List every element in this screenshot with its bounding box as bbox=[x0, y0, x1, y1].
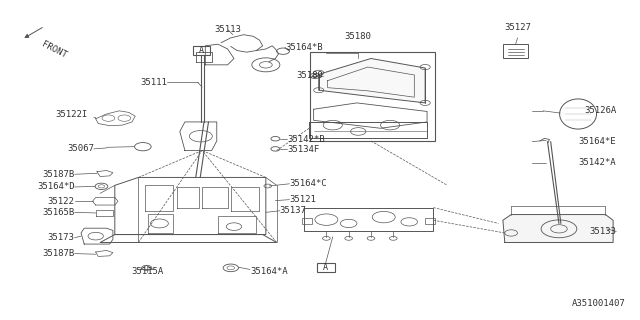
Text: 35164*D: 35164*D bbox=[37, 182, 75, 191]
Text: 35121: 35121 bbox=[289, 195, 316, 204]
Text: 35137: 35137 bbox=[280, 206, 307, 215]
Bar bbox=[193, 46, 211, 55]
Text: A: A bbox=[199, 46, 204, 55]
Text: 35187B: 35187B bbox=[42, 249, 75, 258]
Polygon shape bbox=[503, 215, 613, 243]
Bar bbox=[317, 263, 335, 272]
Polygon shape bbox=[96, 111, 135, 126]
Text: 35133: 35133 bbox=[589, 227, 616, 236]
Text: 35134F: 35134F bbox=[287, 145, 319, 154]
Bar bbox=[425, 218, 435, 224]
Text: A: A bbox=[323, 263, 328, 272]
Text: 35180: 35180 bbox=[345, 32, 372, 41]
Text: 35164*A: 35164*A bbox=[250, 267, 287, 276]
Text: 35122I: 35122I bbox=[55, 109, 88, 118]
Bar bbox=[302, 218, 312, 224]
Text: 35067: 35067 bbox=[67, 144, 94, 153]
Text: 35113: 35113 bbox=[214, 25, 241, 35]
Bar bbox=[503, 44, 529, 59]
Text: 35122: 35122 bbox=[48, 197, 75, 206]
Text: 35127: 35127 bbox=[504, 23, 531, 32]
Text: A351001407: A351001407 bbox=[572, 299, 626, 308]
Bar bbox=[310, 52, 435, 141]
Text: 35115A: 35115A bbox=[132, 267, 164, 276]
Text: 35126A: 35126A bbox=[584, 106, 616, 115]
Text: 35164*C: 35164*C bbox=[289, 179, 327, 188]
Text: 35173: 35173 bbox=[48, 233, 75, 242]
Text: FRONT: FRONT bbox=[40, 40, 68, 60]
Text: 35142*B: 35142*B bbox=[287, 135, 324, 144]
Text: 35165B: 35165B bbox=[42, 208, 75, 217]
Text: 35164*E: 35164*E bbox=[579, 137, 616, 146]
Text: 35164*B: 35164*B bbox=[285, 43, 323, 52]
Polygon shape bbox=[319, 59, 425, 103]
Text: 35142*A: 35142*A bbox=[579, 158, 616, 167]
Text: 35189: 35189 bbox=[296, 71, 323, 80]
Text: 35187B: 35187B bbox=[42, 170, 75, 179]
Text: 35111: 35111 bbox=[140, 78, 167, 87]
